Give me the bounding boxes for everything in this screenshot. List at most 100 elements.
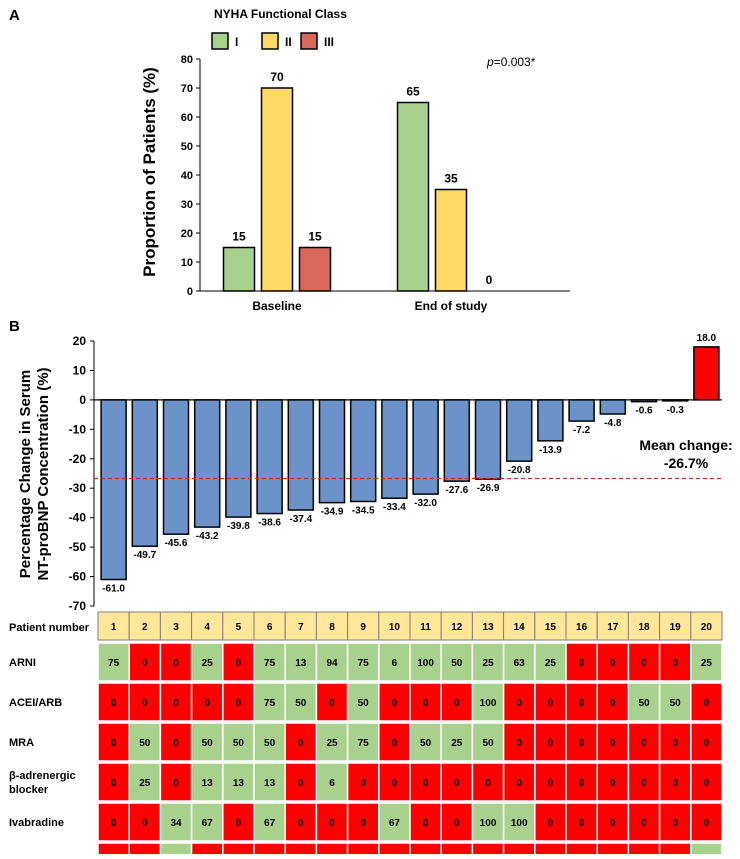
cell-value: 50 xyxy=(670,698,682,709)
table-cell xyxy=(315,802,349,842)
bar-patient-16 xyxy=(568,399,595,422)
table-cell xyxy=(315,682,349,722)
table-cell xyxy=(690,642,723,682)
cell-value: 0 xyxy=(454,778,460,789)
table-cell xyxy=(565,722,598,762)
cell-value: 0 xyxy=(423,818,429,829)
data-label: -45.6 xyxy=(165,538,188,549)
cell-value: 0 xyxy=(204,698,210,709)
cell-value: 75 xyxy=(358,658,370,669)
cell-value: 0 xyxy=(298,738,304,749)
table-cell xyxy=(190,682,224,722)
header-cell xyxy=(596,611,629,641)
y-tick-label: 0 xyxy=(79,393,86,407)
row-label: Ivabradine xyxy=(9,817,64,829)
legend-label-I: I xyxy=(235,35,238,49)
y-axis-label-line1: Percentage Change in Serum xyxy=(17,370,34,578)
cell-value: 0 xyxy=(610,698,616,709)
table-cell xyxy=(159,642,193,682)
table-cell xyxy=(534,682,567,722)
bar-patient-14 xyxy=(505,399,533,462)
cell-value: 0 xyxy=(392,738,398,749)
cell-value: 0 xyxy=(111,738,117,749)
table-cell xyxy=(471,642,505,682)
data-label: -0.6 xyxy=(635,406,653,417)
cell-value: 0 xyxy=(173,738,179,749)
cell-value: 0 xyxy=(672,818,678,829)
table-cell xyxy=(409,642,442,682)
chart-a: 0 10 20 30 40 50 60 70 80 Proportion of Patients … xyxy=(140,54,570,313)
table-cell xyxy=(658,802,692,842)
y-tick-label: -40 xyxy=(69,511,87,525)
cell-value: 0 xyxy=(610,818,616,829)
table-cell xyxy=(596,802,630,842)
table-cell xyxy=(378,642,411,682)
cell-value: 0 xyxy=(142,698,148,709)
y-tick-label: 10 xyxy=(73,363,87,377)
y-tick-label: 20 xyxy=(73,334,87,348)
cell-value: 0 xyxy=(610,658,616,669)
y-tick-label: -60 xyxy=(69,570,87,584)
x-category-label: End of study xyxy=(415,299,488,313)
y-tick-label: 20 xyxy=(181,228,193,240)
table-cell xyxy=(596,722,630,762)
cell-value: 50 xyxy=(202,738,214,749)
cell-value: 0 xyxy=(579,778,585,789)
cell-value: 0 xyxy=(485,778,491,789)
cell-value: 25 xyxy=(701,658,713,669)
header-cell xyxy=(128,611,161,641)
data-label: -7.2 xyxy=(573,425,591,436)
patient-number: 16 xyxy=(576,622,588,633)
patient-number: 8 xyxy=(329,622,335,633)
cell-value: 0 xyxy=(423,778,429,789)
table-cell xyxy=(378,722,411,762)
header-cell xyxy=(315,611,349,641)
table-cell xyxy=(346,762,380,802)
cell-value: 100 xyxy=(480,698,497,709)
header-cell xyxy=(627,611,661,641)
y-tick-label: 30 xyxy=(181,199,193,211)
bar-patient-5 xyxy=(225,399,252,518)
cell-value: 34 xyxy=(170,818,182,829)
cell-value: 0 xyxy=(672,778,678,789)
table-cell xyxy=(565,802,598,842)
table-cell xyxy=(284,802,318,842)
table-cell xyxy=(502,762,536,802)
patient-number: 7 xyxy=(298,622,304,633)
cell-value: 6 xyxy=(392,658,398,669)
p-value-symbol: p xyxy=(486,55,494,69)
patient-number: 11 xyxy=(420,622,431,633)
data-label: -32.0 xyxy=(414,498,437,509)
y-tick-label: 10 xyxy=(181,257,193,269)
cell-value: 0 xyxy=(298,818,304,829)
cell-value: 0 xyxy=(392,698,398,709)
row-label: ARNI xyxy=(9,657,36,669)
table-cell xyxy=(440,722,474,762)
patient-number: 18 xyxy=(638,622,650,633)
data-label: 15 xyxy=(232,230,246,244)
cell-value: 50 xyxy=(482,738,494,749)
legend-label-II: II xyxy=(285,35,292,49)
table-cell xyxy=(190,842,224,859)
bar-patient-20 xyxy=(693,346,720,401)
row-label: ACEI/ARB xyxy=(9,697,62,709)
cell-value: 0 xyxy=(704,778,710,789)
table-cell xyxy=(315,722,349,762)
cell-value: 0 xyxy=(672,658,678,669)
cell-value: 0 xyxy=(392,778,398,789)
bar-patient-15 xyxy=(537,399,564,442)
data-label: -43.2 xyxy=(196,531,219,542)
data-label: -34.9 xyxy=(321,507,344,518)
cell-value: 0 xyxy=(236,698,242,709)
bar-patient-10 xyxy=(381,399,408,499)
legend-swatch-II xyxy=(261,32,279,50)
table-cell xyxy=(690,722,723,762)
cell-value: 50 xyxy=(264,738,276,749)
cell-value: 0 xyxy=(548,778,554,789)
table-cell xyxy=(190,722,224,762)
row-label-line1: β-adrenergic xyxy=(9,770,76,782)
cell-value: 67 xyxy=(202,818,214,829)
table-cell xyxy=(128,762,162,802)
cell-value: 0 xyxy=(423,698,429,709)
